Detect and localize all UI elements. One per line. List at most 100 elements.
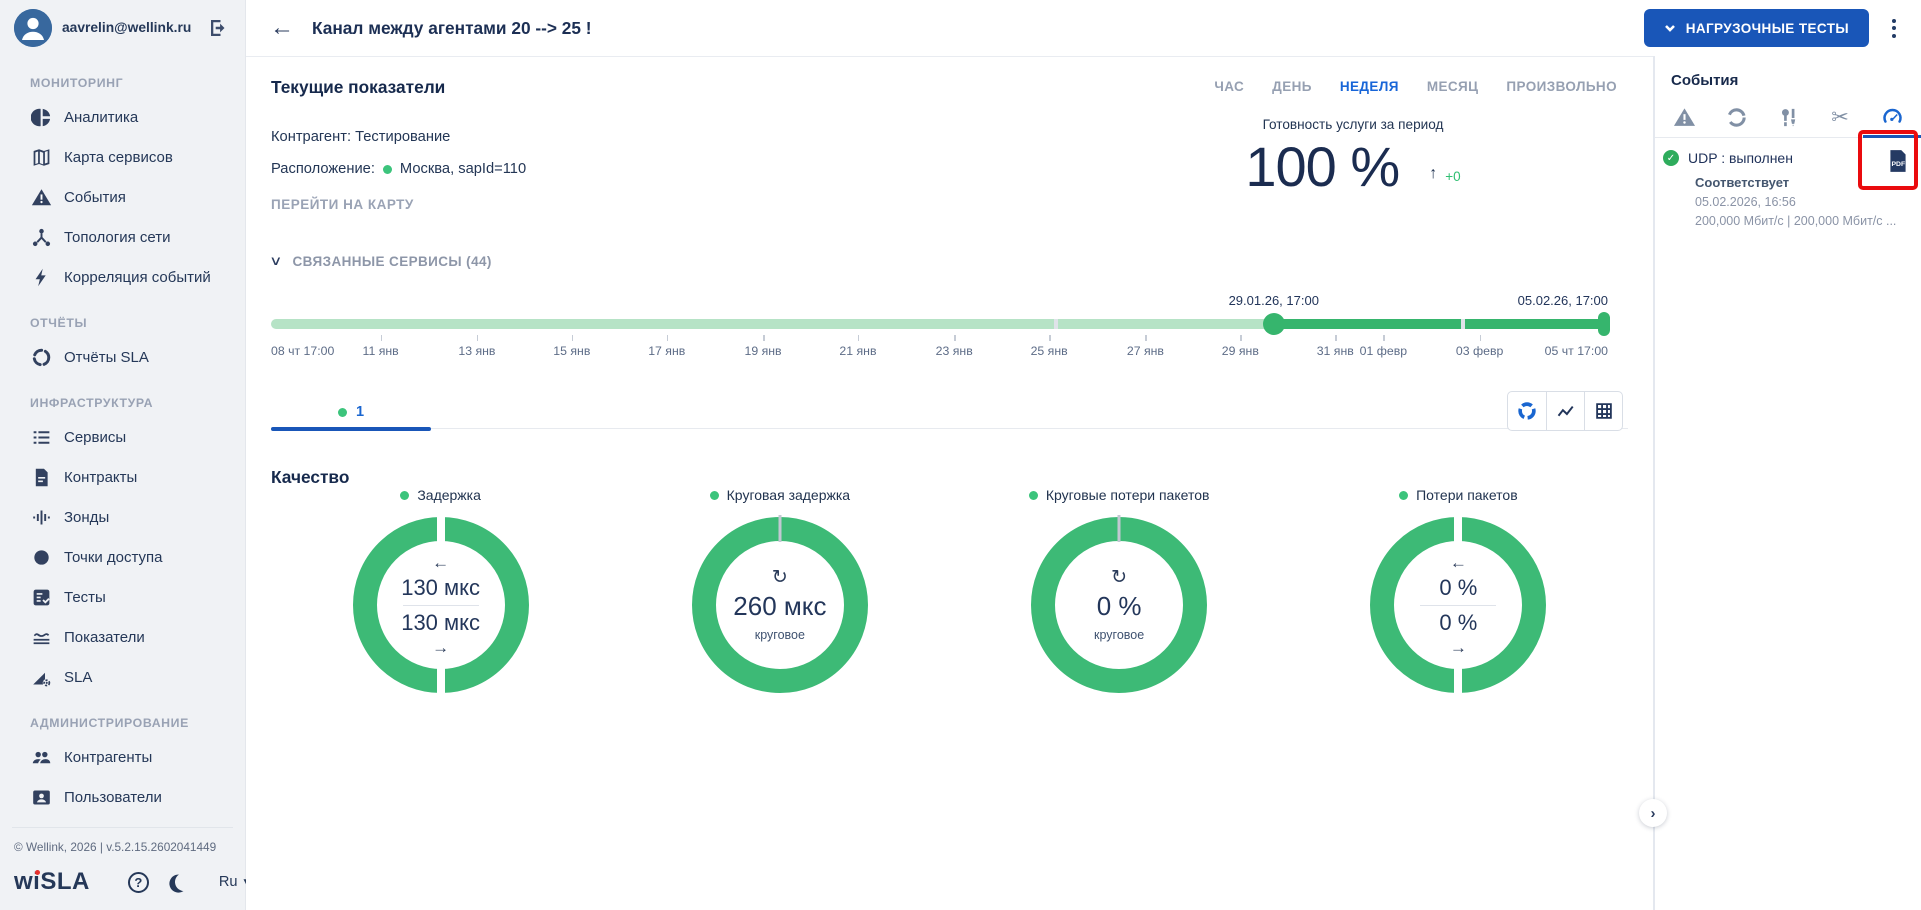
tick-mark <box>1335 335 1337 341</box>
availability-label: Готовность услуги за период <box>1173 117 1533 132</box>
sidebar-item-probes[interactable]: Зонды <box>0 497 245 537</box>
line-chart-icon <box>1555 400 1577 422</box>
arrow-left-icon: ← <box>1450 554 1467 571</box>
app-window: aavrelin@wellink.ru МОНИТОРИНГАналитикаК… <box>0 0 1921 910</box>
event-filter-tabs: ✂ <box>1655 97 1921 137</box>
sidebar-item-label: Показатели <box>64 629 145 646</box>
event-filter-refresh[interactable] <box>1723 104 1749 130</box>
event-filter-maintenance[interactable] <box>1775 104 1801 130</box>
check-circle-icon: ✓ <box>1663 150 1679 166</box>
sidebar-item-network-topology[interactable]: Топология сети <box>0 217 245 257</box>
sidebar-item-sla-reports[interactable]: Отчёты SLA <box>0 337 245 377</box>
people-icon <box>30 746 52 768</box>
period-tab-week[interactable]: НЕДЕЛЯ <box>1340 79 1399 94</box>
pdf-file-icon[interactable]: PDF <box>1885 148 1911 174</box>
sidebar-item-service-map[interactable]: Карта сервисов <box>0 137 245 177</box>
period-tab-custom[interactable]: ПРОИЗВОЛЬНО <box>1506 79 1617 94</box>
ring-gap <box>437 515 445 542</box>
period-tab-day[interactable]: ДЕНЬ <box>1272 79 1312 94</box>
tick-label: 27 янв <box>1127 344 1164 358</box>
sidebar-item-label: Отчёты SLA <box>64 349 149 366</box>
segmented-circle-icon <box>30 346 52 368</box>
back-button[interactable]: ← <box>270 14 302 42</box>
collapse-panel-button[interactable]: › <box>1639 799 1667 827</box>
nav-section-label: ОТЧЁТЫ <box>0 313 245 333</box>
sidebar-item-counterparties[interactable]: Контрагенты <box>0 737 245 777</box>
sidebar-item-contracts[interactable]: Контракты <box>0 457 245 497</box>
event-filter-alarms[interactable] <box>1671 104 1697 130</box>
sidebar-item-indicators[interactable]: Показатели <box>0 617 245 657</box>
warning-triangle-icon <box>30 186 52 208</box>
roundtrip-sublabel: круговое <box>1094 628 1144 642</box>
ring-tick <box>1118 515 1121 542</box>
dark-mode-moon-icon[interactable] <box>173 871 195 893</box>
sidebar-item-label: События <box>64 189 126 206</box>
wisla-logo: wiSLA <box>14 868 90 896</box>
svg-text:PDF: PDF <box>1892 161 1906 168</box>
active-tab-underline <box>271 427 431 431</box>
sidebar-item-sla[interactable]: SLA <box>0 657 245 697</box>
sidebar-nav: МОНИТОРИНГ АналитикаКарта сервисов События… <box>0 55 245 817</box>
more-options-menu[interactable] <box>1877 9 1911 47</box>
chevron-down-icon <box>1664 22 1676 34</box>
sidebar-item-access-points[interactable]: Точки доступа <box>0 537 245 577</box>
sidebar-item-label: Тесты <box>64 589 106 606</box>
equalizer-icon <box>30 506 52 528</box>
gauge-value-block: ←130 мкс130 мкс→ <box>375 539 507 671</box>
go-to-map-link[interactable]: ПЕРЕЙТИ НА КАРТУ <box>271 197 414 212</box>
event-list-item[interactable]: ✓ UDP : выполнен Соответствует 05.02.202… <box>1655 138 1921 228</box>
line-chart-view-button[interactable] <box>1546 392 1584 430</box>
sidebar-item-tests[interactable]: Тесты <box>0 577 245 617</box>
user-account[interactable]: aavrelin@wellink.ru <box>0 0 245 55</box>
sidebar-item-event-correlation[interactable]: Корреляция событий <box>0 257 245 297</box>
refresh-icon <box>1725 106 1748 129</box>
help-icon[interactable]: ? <box>128 872 149 893</box>
arrow-right-icon: → <box>1450 639 1467 656</box>
ring-gap <box>1454 515 1462 542</box>
chart-tab-1[interactable]: 1 <box>271 395 431 429</box>
period-tab-hour[interactable]: ЧАС <box>1214 79 1244 94</box>
event-timestamp: 05.02.2026, 16:56 <box>1695 195 1911 209</box>
tick-label: 15 янв <box>553 344 590 358</box>
sidebar-item-services[interactable]: Сервисы <box>0 417 245 457</box>
sidebar-footer: © Wellink, 2026 | v.5.2.15.2602041449 wi… <box>0 817 245 910</box>
event-filter-load-tests[interactable] <box>1879 104 1905 130</box>
load-tests-button[interactable]: НАГРУЗОЧНЫЕ ТЕСТЫ <box>1644 9 1869 47</box>
tick-mark <box>381 335 383 341</box>
tick-mark <box>1480 335 1482 341</box>
waves-icon <box>30 626 52 648</box>
sidebar-item-events[interactable]: События <box>0 177 245 217</box>
scissors-icon: ✂ <box>1831 107 1849 128</box>
location-row: Расположение: Москва, sapId=110 <box>271 161 526 177</box>
topbar: ← Канал между агентами 20 --> 25 ! НАГРУ… <box>246 0 1921 56</box>
range-start-handle[interactable] <box>1263 313 1285 335</box>
sidebar-item-label: Контрагенты <box>64 749 152 766</box>
period-tab-month[interactable]: МЕСЯЦ <box>1427 79 1479 94</box>
tick-label: 21 янв <box>839 344 876 358</box>
view-switcher <box>1507 391 1623 431</box>
sidebar-item-analytics[interactable]: Аналитика <box>0 97 245 137</box>
tick-mark <box>1240 335 1242 341</box>
chart-tab-bar: 1 <box>271 395 1628 429</box>
selection-end-label: 05.02.26, 17:00 <box>1518 293 1608 308</box>
range-end-handle[interactable] <box>1598 312 1610 336</box>
status-dot-green <box>1399 491 1408 500</box>
nav-section-label: МОНИТОРИНГ <box>0 73 245 93</box>
tick-label: 13 янв <box>458 344 495 358</box>
timeline-track[interactable] <box>271 319 1608 329</box>
sidebar-item-users[interactable]: Пользователи <box>0 777 245 817</box>
event-filter-cut[interactable]: ✂ <box>1827 104 1853 130</box>
timeline-slider: 29.01.26, 17:00 05.02.26, 17:00 08 чт 17… <box>271 291 1608 369</box>
related-services-toggle[interactable]: ∨ СВЯЗАННЫЕ СЕРВИСЫ (44) <box>271 253 492 269</box>
donut-view-button[interactable] <box>1508 392 1546 430</box>
table-view-button[interactable] <box>1584 392 1622 430</box>
status-dot-green <box>338 408 347 417</box>
nav-section-label: ИНФРАСТРУКТУРА <box>0 393 245 413</box>
tick-label: 01 февр <box>1360 344 1407 358</box>
lightning-icon <box>30 266 52 288</box>
status-dot-green <box>710 491 719 500</box>
roundtrip-value: 0 % <box>1097 590 1142 623</box>
roundtrip-sublabel: круговое <box>755 628 805 642</box>
gauge-label: Круговые потери пакетов <box>1029 485 1210 505</box>
logout-icon[interactable] <box>207 16 231 40</box>
